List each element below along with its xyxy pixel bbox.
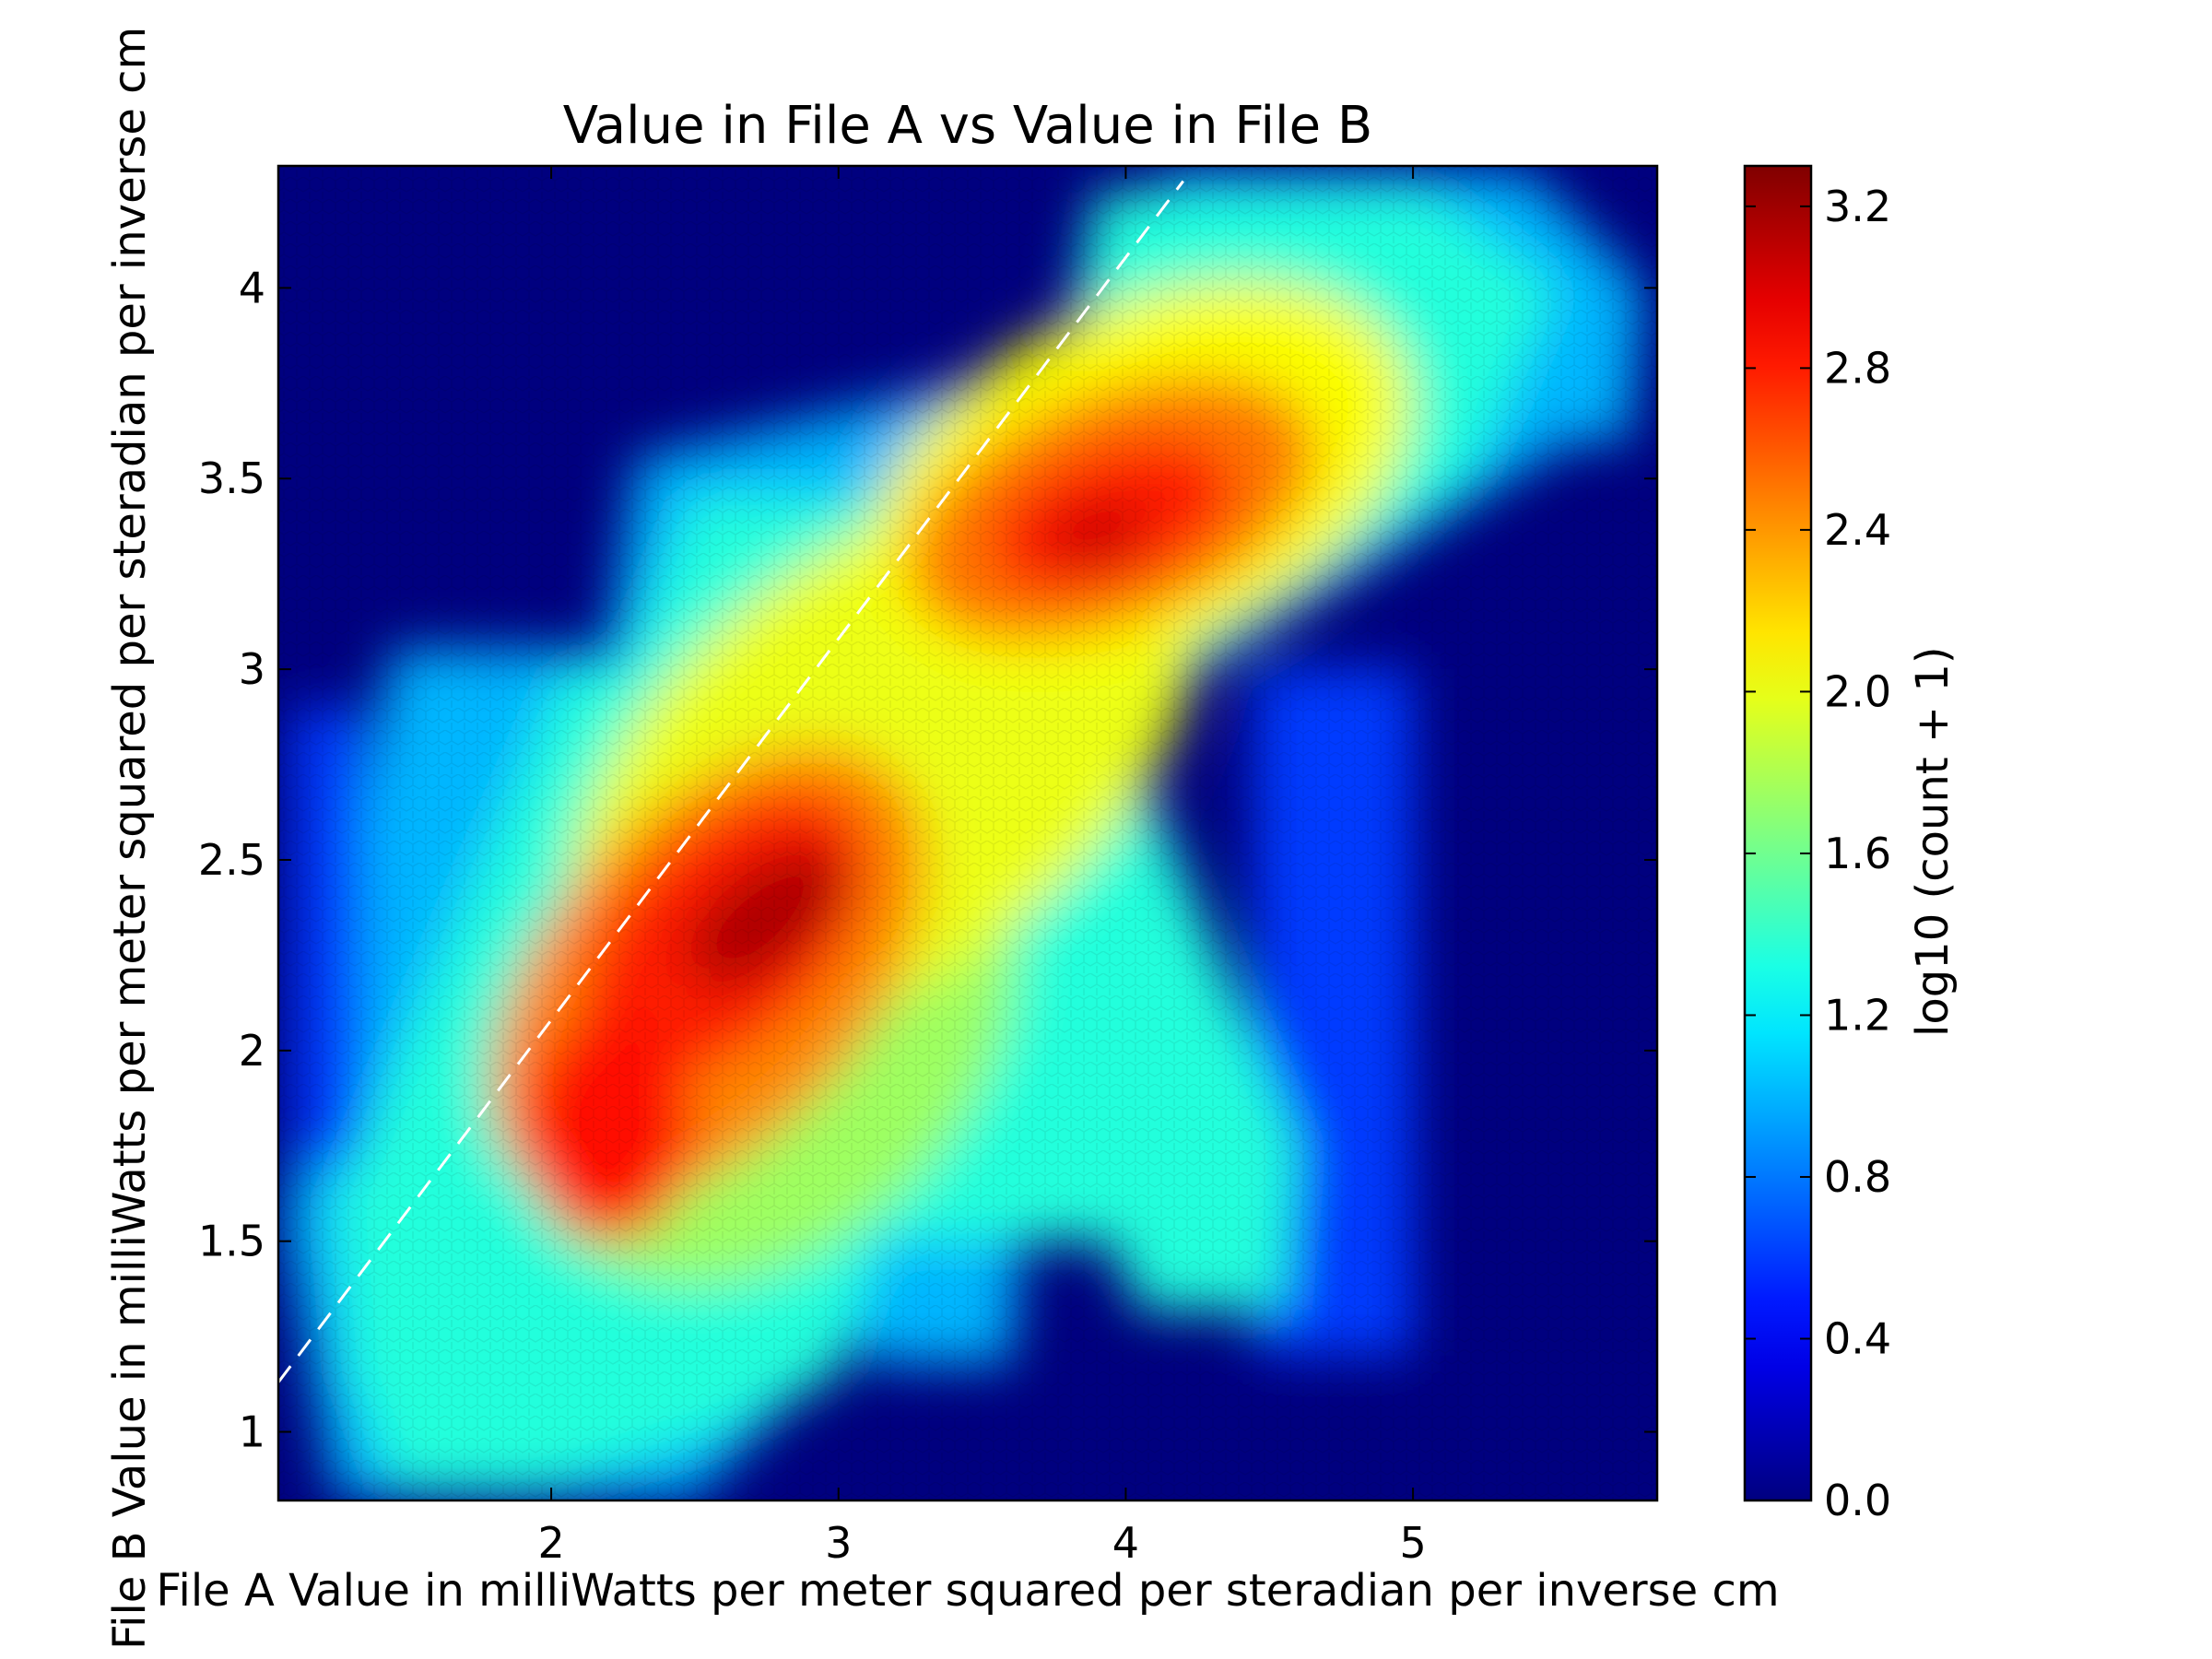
colorbar-label: log10 (count + 1) [1907,646,1959,1037]
y-tick-label: 1 [239,1407,265,1457]
colorbar-frame [1743,164,1813,1502]
x-axis-label: File A Value in milliWatts per meter squ… [156,1565,1779,1617]
y-tick-label: 3 [239,644,265,694]
colorbar-tick-label: 2.4 [1824,505,1891,555]
y-tick-label: 2 [239,1026,265,1076]
colorbar-tick-label: 2.0 [1824,666,1891,716]
colorbar-tick-label: 3.2 [1824,182,1891,231]
hexbin-texture [278,166,1657,1500]
colorbar-axis: 0.0 0.4 0.8 1.2 1.6 2.0 2.4 2.8 3.2 [1745,182,1891,1525]
x-tick-label: 3 [825,1518,852,1568]
x-tick-label: 5 [1399,1518,1426,1568]
y-tick-label: 2.5 [198,835,265,885]
y-tick-label: 3.5 [198,453,265,503]
y-tick-label: 1.5 [198,1217,265,1266]
colorbar-tick-label: 0.4 [1824,1313,1891,1363]
x-tick-label: 4 [1112,1518,1139,1568]
colorbar-tick-label: 2.8 [1824,343,1891,393]
colorbar-tick-label: 1.6 [1824,829,1891,878]
colorbar [1745,166,1811,1500]
x-tick-label: 2 [537,1518,564,1568]
colorbar-tick-label: 1.2 [1824,990,1891,1040]
plot-frame [276,164,1659,1502]
colorbar-tick-label: 0.8 [1824,1152,1891,1202]
colorbar-tick-label: 0.0 [1824,1476,1891,1525]
y-tick-label: 4 [239,263,265,312]
reference-dashed-line [276,180,1184,1383]
y-axis: 1 1.5 2 2.5 3 3.5 4 [198,263,1657,1457]
y-axis-label: File B Value in milliWatts per meter squ… [104,27,156,1650]
x-axis: 2 3 4 5 [537,166,1427,1568]
chart-title: Value in File A vs Value in File B [563,96,1373,156]
